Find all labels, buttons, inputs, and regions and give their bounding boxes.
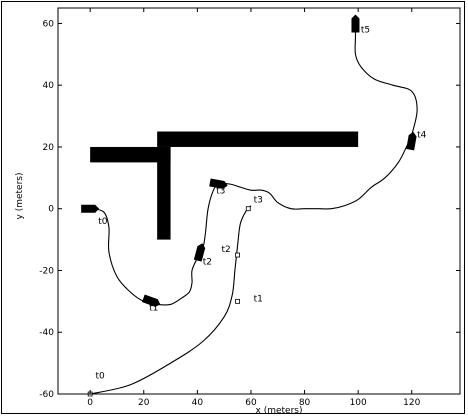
marker-t2 xyxy=(235,252,240,258)
vehicle-t1 xyxy=(141,294,161,307)
vehicle-t3 xyxy=(209,178,228,189)
y-tick-label: 0 xyxy=(48,205,54,215)
x-tick-label: 100 xyxy=(350,398,367,408)
x-tick-label: 20 xyxy=(138,398,150,408)
time-label-t3: t3 xyxy=(254,196,263,206)
y-tick-label: -20 xyxy=(39,266,54,276)
y-tick-label: 40 xyxy=(43,81,55,91)
obstacle-horizontal-bar-right xyxy=(157,131,359,147)
time-label-t1: t1 xyxy=(149,304,158,314)
vehicle-t5 xyxy=(351,14,360,33)
y-tick-label: -40 xyxy=(39,328,54,338)
x-tick-label: 0 xyxy=(87,398,93,408)
y-tick-label: 60 xyxy=(43,19,55,29)
time-label-t2: t2 xyxy=(221,245,230,255)
vehicle-t2 xyxy=(193,243,206,262)
x-tick-label: 60 xyxy=(245,398,257,408)
obstacle-horizontal-bar-left xyxy=(90,146,171,163)
trajectories-layer xyxy=(90,17,418,395)
y-tick-label: -60 xyxy=(39,390,54,400)
obstacles-layer xyxy=(90,131,359,240)
vehicles-layer xyxy=(81,14,417,307)
time-label-t0: t0 xyxy=(98,217,108,227)
y-axis-label: y (meters) xyxy=(15,173,25,220)
vehicle-t4 xyxy=(406,131,417,151)
axes-layer: 0 20 40 60 80 100 120 -60 -40 -20 0 20 40 60 xyxy=(39,7,461,408)
time-label-t2: t2 xyxy=(203,257,212,267)
y-tick-label: 20 xyxy=(43,143,55,153)
obstacle-vertical-bar xyxy=(157,146,171,240)
time-label-t0: t0 xyxy=(96,372,106,382)
marker-t3 xyxy=(245,206,251,212)
time-label-t3: t3 xyxy=(216,186,225,196)
time-label-t1: t1 xyxy=(254,294,263,304)
time-label-t5: t5 xyxy=(361,26,370,36)
axes-box xyxy=(57,7,461,395)
x-tick-label: 120 xyxy=(403,398,420,408)
trajectory-series-2 xyxy=(90,205,252,395)
x-tick-label: 80 xyxy=(299,398,311,408)
time-label-t4: t4 xyxy=(417,131,427,141)
x-axis-label: x (meters) xyxy=(256,406,303,416)
x-tick-label: 40 xyxy=(192,398,204,408)
marker-t1 xyxy=(235,298,240,304)
time-labels-layer: t0 t1 t2 t3 t4 t5 t0 t1 t2 t3 xyxy=(96,26,427,382)
vehicle-t0 xyxy=(81,204,100,213)
